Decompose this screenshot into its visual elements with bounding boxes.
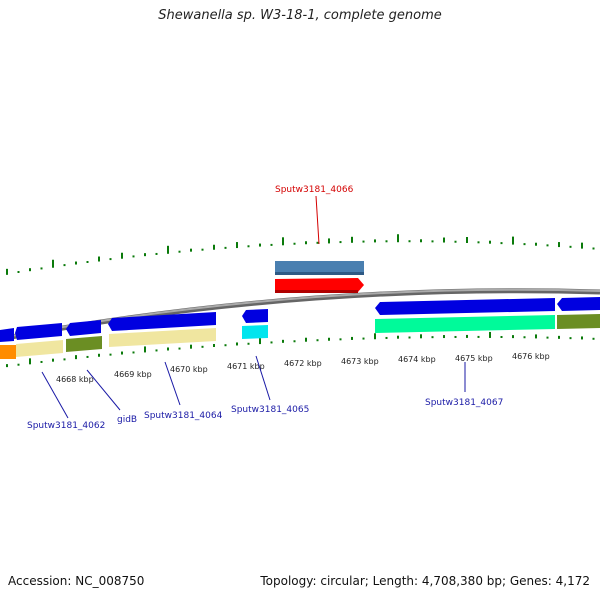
tick-label-4669: 4669 kbp: [114, 370, 152, 379]
gene-sputw3181-4062-arrow[interactable]: [15, 323, 62, 340]
tick-label-4676: 4676 kbp: [512, 352, 550, 361]
gc-skew-ticks-inner: [6, 331, 595, 368]
leader-line-sputw3181-4066: [315, 195, 320, 245]
cog-track-khaki-1: [16, 340, 63, 357]
steelblue-feature[interactable]: [275, 261, 364, 275]
cog-track-orange: [0, 345, 16, 359]
gene-right-edge-arrow[interactable]: [557, 297, 600, 311]
leader-line-sputw3181-4064: [164, 361, 181, 406]
gc-skew-ticks-outer: [6, 234, 595, 275]
tick-label-4672: 4672 kbp: [284, 359, 322, 368]
cog-track-olive-2: [557, 314, 600, 329]
cog-track-khaki-2: [109, 328, 216, 347]
steelblue-feature-shadow: [275, 272, 364, 275]
gene-gidb-arrow[interactable]: [66, 320, 101, 336]
gene-sputw3181-4066[interactable]: [275, 278, 364, 293]
gene-label-sputw3181-4062[interactable]: Sputw3181_4062: [27, 421, 105, 431]
gene-label-sputw3181-4065[interactable]: Sputw3181_4065: [231, 405, 309, 415]
cog-track-olive-1: [66, 336, 102, 352]
cog-track-mint: [375, 315, 555, 333]
gene-label-gidb[interactable]: gidB: [117, 415, 137, 425]
tick-label-4671: 4671 kbp: [227, 362, 265, 371]
topology-summary: Topology: circular; Length: 4,708,380 bp…: [260, 574, 590, 588]
gene-sputw3181-4064-arrow[interactable]: [108, 312, 216, 331]
accession-text: Accession: NC_008750: [8, 574, 145, 588]
leader-line-sputw3181-4065: [255, 355, 271, 401]
tick-label-4668: 4668 kbp: [56, 375, 94, 384]
gene-sputw3181-4066-shadow: [275, 290, 358, 293]
gene-label-sputw3181-4064[interactable]: Sputw3181_4064: [144, 411, 223, 421]
leader-line-gidb: [86, 369, 121, 411]
tick-label-4670: 4670 kbp: [170, 365, 208, 374]
tick-label-4673: 4673 kbp: [341, 357, 379, 366]
gene-sputw3181-4067-arrow[interactable]: [375, 298, 555, 315]
gene-label-sputw3181-4066[interactable]: Sputw3181_4066: [275, 185, 354, 195]
tick-label-4674: 4674 kbp: [398, 355, 436, 364]
cog-track-cyan: [242, 325, 268, 339]
gene-sputw3181-4065-arrow[interactable]: [242, 309, 268, 323]
genome-title: Shewanella sp. W3-18-1, complete genome: [158, 8, 442, 23]
tick-label-4675: 4675 kbp: [455, 354, 493, 363]
kbp-tick-labels: 4668 kbp 4669 kbp 4670 kbp 4671 kbp 4672…: [56, 352, 550, 384]
gene-label-sputw3181-4067[interactable]: Sputw3181_4067: [425, 398, 503, 408]
leader-line-sputw3181-4062: [41, 371, 69, 419]
gene-arrow-left-edge[interactable]: [0, 328, 14, 342]
